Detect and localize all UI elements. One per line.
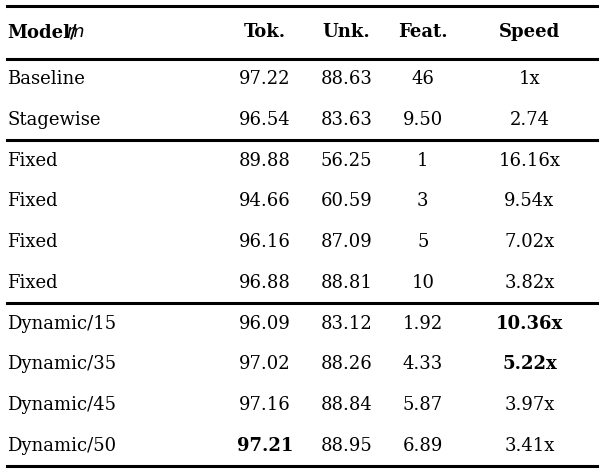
Text: 96.16: 96.16 [239, 233, 291, 251]
Text: 2.74: 2.74 [509, 111, 550, 129]
Text: 83.12: 83.12 [321, 315, 372, 333]
Text: Fixed: Fixed [7, 152, 58, 169]
Text: 5.22x: 5.22x [502, 355, 557, 373]
Text: Dynamic/50: Dynamic/50 [7, 437, 117, 455]
Text: 3.97x: 3.97x [504, 396, 554, 414]
Text: 3.41x: 3.41x [504, 437, 554, 455]
Text: 1: 1 [417, 152, 429, 169]
Text: 7.02x: 7.02x [504, 233, 554, 251]
Text: 9.50: 9.50 [403, 111, 443, 129]
Text: 87.09: 87.09 [321, 233, 372, 251]
Text: Fixed: Fixed [7, 233, 58, 251]
Text: Stagewise: Stagewise [7, 111, 101, 129]
Text: 3.82x: 3.82x [504, 274, 554, 292]
Text: 10: 10 [411, 274, 434, 292]
Text: Model/: Model/ [7, 23, 77, 41]
Text: $\mathit{m}$: $\mathit{m}$ [66, 23, 85, 41]
Text: 88.63: 88.63 [321, 70, 372, 88]
Text: Fixed: Fixed [7, 192, 58, 211]
Text: 5.87: 5.87 [403, 396, 443, 414]
Text: Dynamic/35: Dynamic/35 [7, 355, 117, 373]
Text: 5: 5 [417, 233, 428, 251]
Text: 94.66: 94.66 [239, 192, 291, 211]
Text: 88.84: 88.84 [321, 396, 372, 414]
Text: 88.26: 88.26 [321, 355, 372, 373]
Text: 89.88: 89.88 [239, 152, 291, 169]
Text: 88.95: 88.95 [321, 437, 372, 455]
Text: 3: 3 [417, 192, 429, 211]
Text: 97.21: 97.21 [237, 437, 293, 455]
Text: 1x: 1x [519, 70, 540, 88]
Text: 96.88: 96.88 [239, 274, 291, 292]
Text: 1.92: 1.92 [403, 315, 443, 333]
Text: 4.33: 4.33 [403, 355, 443, 373]
Text: 16.16x: 16.16x [498, 152, 561, 169]
Text: 10.36x: 10.36x [496, 315, 563, 333]
Text: Unk.: Unk. [323, 23, 370, 41]
Text: 96.54: 96.54 [239, 111, 291, 129]
Text: 60.59: 60.59 [321, 192, 372, 211]
Text: 46: 46 [411, 70, 434, 88]
Text: 96.09: 96.09 [239, 315, 291, 333]
Text: Speed: Speed [499, 23, 560, 41]
Text: 56.25: 56.25 [321, 152, 372, 169]
Text: 97.22: 97.22 [239, 70, 291, 88]
Text: Baseline: Baseline [7, 70, 85, 88]
Text: 83.63: 83.63 [321, 111, 372, 129]
Text: 6.89: 6.89 [403, 437, 443, 455]
Text: Fixed: Fixed [7, 274, 58, 292]
Text: 88.81: 88.81 [321, 274, 372, 292]
Text: 9.54x: 9.54x [504, 192, 554, 211]
Text: 97.16: 97.16 [239, 396, 291, 414]
Text: Tok.: Tok. [244, 23, 286, 41]
Text: Dynamic/45: Dynamic/45 [7, 396, 116, 414]
Text: Dynamic/15: Dynamic/15 [7, 315, 117, 333]
Text: Feat.: Feat. [398, 23, 448, 41]
Text: 97.02: 97.02 [239, 355, 291, 373]
